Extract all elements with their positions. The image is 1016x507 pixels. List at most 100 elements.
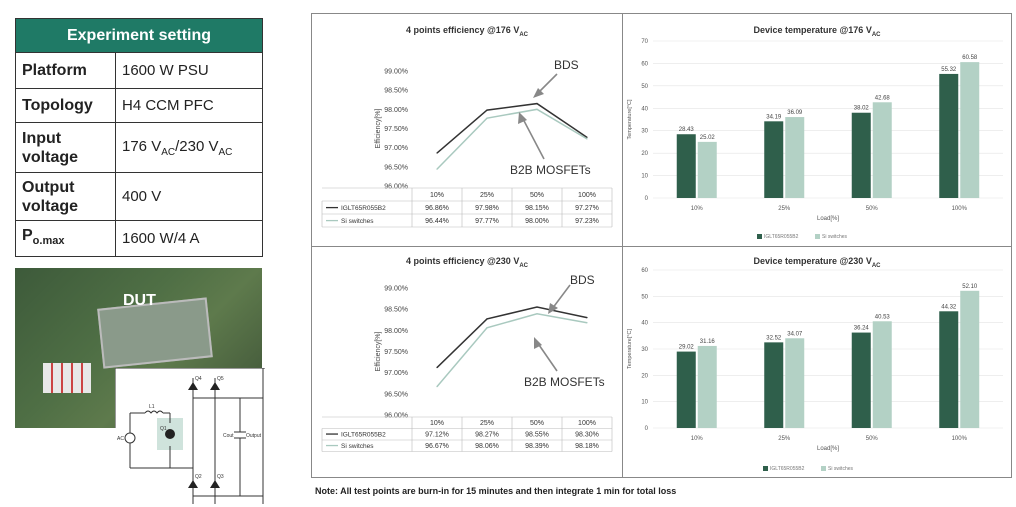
series-line-si bbox=[436, 313, 588, 388]
data-label: 98.55% bbox=[525, 432, 549, 439]
schem-label: Q3 bbox=[217, 474, 224, 480]
annotation-b2b: B2B MOSFETs bbox=[524, 375, 605, 389]
bar-value-label: 31.16 bbox=[700, 339, 716, 345]
y-tick-label: 10 bbox=[641, 400, 648, 406]
schem-label: Q2 bbox=[195, 474, 202, 480]
schem-label: Output bbox=[246, 433, 262, 439]
bar-gan bbox=[851, 332, 871, 428]
annotation-arrowhead bbox=[533, 88, 544, 98]
annotation-arrowhead bbox=[548, 303, 558, 314]
legend-label: IGLT65R055B2 bbox=[341, 432, 386, 439]
temperature-230-panel: Device temperature @230 VAC 0 10 20 30 40 50 6… bbox=[622, 246, 1012, 478]
y-tick-label: 20 bbox=[641, 373, 648, 379]
bar-gan bbox=[939, 311, 959, 428]
annotation-arrow bbox=[551, 284, 571, 310]
bar-value-label: 52.10 bbox=[962, 284, 978, 290]
bar-value-label: 44.32 bbox=[941, 304, 957, 310]
data-label: 96.67% bbox=[425, 443, 449, 450]
data-label: 96.44% bbox=[425, 218, 449, 225]
category-label: 50% bbox=[530, 420, 544, 427]
annotation-arrow bbox=[521, 116, 545, 160]
data-point bbox=[486, 318, 488, 320]
data-label: 98.06% bbox=[475, 443, 499, 450]
y-tick-label: 96.00% bbox=[384, 184, 408, 191]
row-value: 176 VAC/230 VAC bbox=[115, 122, 263, 173]
y-tick-label: 50 bbox=[641, 84, 648, 90]
legend-swatch bbox=[821, 466, 826, 471]
bar-gan bbox=[676, 351, 696, 428]
legend-label: Si switches bbox=[828, 466, 854, 472]
value-sub: AC bbox=[218, 146, 233, 158]
y-tick-label: 98.00% bbox=[384, 107, 408, 114]
bar-value-label: 55.32 bbox=[941, 67, 957, 73]
x-tick-label: 10% bbox=[691, 436, 704, 442]
bar-si bbox=[785, 117, 805, 198]
bar-gan bbox=[939, 73, 959, 198]
y-axis-label: Efficiency[%] bbox=[375, 108, 382, 148]
y-tick-label: 60 bbox=[641, 61, 648, 67]
legend-label: IGLT65R055B2 bbox=[764, 234, 799, 240]
row-key: Po.max bbox=[15, 220, 116, 257]
category-label: 50% bbox=[530, 192, 544, 199]
y-tick-label: 97.50% bbox=[384, 349, 408, 356]
bar-gan bbox=[676, 134, 696, 198]
bar-gan bbox=[764, 121, 784, 198]
bar-value-label: 28.43 bbox=[679, 127, 695, 133]
y-tick-label: 50 bbox=[641, 294, 648, 300]
schem-label: AC bbox=[117, 436, 124, 442]
x-tick-label: 10% bbox=[691, 206, 704, 212]
data-label: 97.12% bbox=[425, 432, 449, 439]
x-tick-label: 50% bbox=[866, 206, 879, 212]
data-label: 98.30% bbox=[575, 432, 599, 439]
category-label: 100% bbox=[578, 192, 596, 199]
bar-value-label: 40.53 bbox=[875, 314, 891, 320]
bar-value-label: 25.02 bbox=[700, 135, 716, 141]
legend-swatch bbox=[757, 234, 762, 239]
row-value: 400 V bbox=[115, 172, 263, 221]
connector-block bbox=[43, 363, 91, 393]
row-key: Topology bbox=[15, 88, 116, 123]
bar-value-label: 34.19 bbox=[766, 114, 782, 120]
legend-swatch bbox=[763, 466, 768, 471]
temperature-176-panel: Device temperature @176 VAC 0 10 20 30 40 50 6… bbox=[622, 13, 1012, 247]
annotation-arrowhead bbox=[534, 337, 542, 349]
y-tick-label: 0 bbox=[645, 196, 649, 202]
annotation-bds: BDS bbox=[554, 58, 579, 72]
data-point bbox=[586, 138, 588, 140]
y-tick-label: 98.50% bbox=[384, 88, 408, 95]
y-tick-label: 96.50% bbox=[384, 164, 408, 171]
data-point bbox=[536, 102, 538, 105]
chart-title: Device temperature @176 VAC bbox=[753, 25, 881, 38]
h4-pfc-schematic: Q4 Q5 L1 Q1 Q2 Q3 AC Cout Output bbox=[115, 368, 265, 504]
data-label: 98.18% bbox=[575, 443, 599, 450]
y-tick-label: 60 bbox=[641, 268, 648, 274]
y-tick-label: 30 bbox=[641, 347, 648, 353]
x-tick-label: 100% bbox=[952, 206, 968, 212]
bar-value-label: 60.58 bbox=[962, 55, 978, 61]
bar-si bbox=[960, 62, 980, 198]
data-point bbox=[536, 306, 538, 308]
schem-label: Cout bbox=[223, 433, 234, 439]
y-tick-label: 10 bbox=[641, 174, 648, 180]
y-axis-label: Temperature[°C] bbox=[627, 328, 633, 369]
key-sub: o.max bbox=[32, 235, 65, 248]
x-axis-label: Load[%] bbox=[817, 216, 839, 222]
chart-title: 4 points efficiency @176 VAC bbox=[406, 25, 528, 38]
data-point bbox=[536, 108, 538, 110]
y-tick-label: 96.50% bbox=[384, 391, 408, 398]
bar-si bbox=[697, 345, 717, 428]
bar-value-label: 42.68 bbox=[875, 95, 891, 101]
data-label: 98.27% bbox=[475, 432, 499, 439]
experiment-setting-table: Experiment setting Platform 1600 W PSU To… bbox=[15, 18, 263, 257]
category-label: 25% bbox=[480, 420, 494, 427]
efficiency-230-panel: 4 points efficiency @230 VAC 96.00% 96.50… bbox=[311, 246, 623, 478]
data-point bbox=[586, 317, 588, 319]
bar-gan bbox=[851, 112, 871, 198]
y-tick-label: 98.50% bbox=[384, 307, 408, 314]
category-label: 10% bbox=[430, 192, 444, 199]
row-value: H4 CCM PFC bbox=[115, 88, 263, 123]
data-point bbox=[486, 109, 488, 111]
category-label: 100% bbox=[578, 420, 596, 427]
schem-label: Q1 bbox=[160, 426, 167, 432]
legend-swatch bbox=[815, 234, 820, 239]
